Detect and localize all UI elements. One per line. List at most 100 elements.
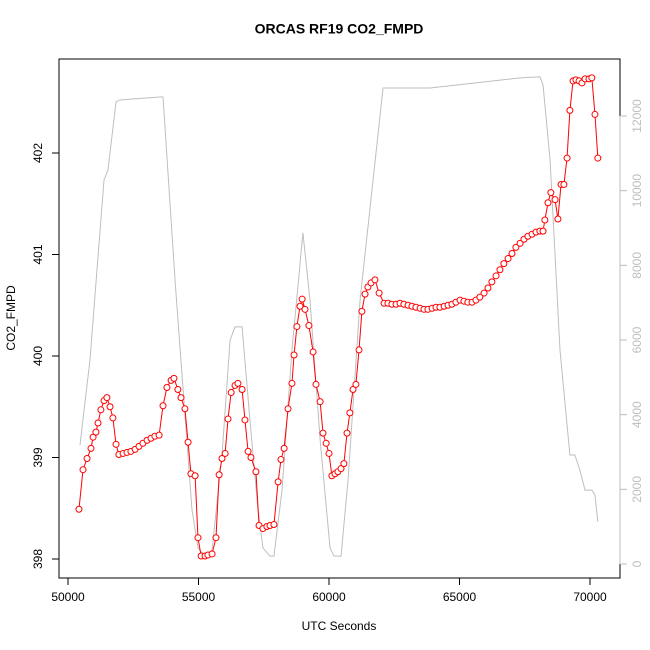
point [476,293,484,301]
point [508,249,516,257]
point [177,394,185,402]
point [358,307,366,315]
point [215,471,223,479]
point [322,439,330,447]
point [488,278,496,286]
point [512,243,520,251]
point [361,290,369,298]
point [551,196,559,204]
x-tick-label: 70000 [573,590,607,604]
point [588,74,596,82]
point [277,456,285,464]
point [484,284,492,292]
point [227,389,235,397]
point [181,405,189,413]
point [92,428,100,436]
point [496,266,504,274]
y-tick-label: 402 [31,143,45,163]
point [241,416,249,424]
point [212,534,220,542]
point [284,405,292,413]
y2-tick-label: 12000 [630,99,644,133]
point [109,414,117,422]
y2-tick-label: 8000 [630,252,644,279]
point [560,180,568,188]
point [492,272,500,280]
y-axis-label: CO2_FMPD [4,285,18,351]
chart-title: ORCAS RF19 CO2_FMPD [255,21,424,37]
point [305,322,313,330]
point [247,454,255,462]
point [288,379,296,387]
y-tick-label: 398 [31,549,45,569]
point [191,472,199,480]
point [270,521,278,529]
point [298,295,306,303]
point [325,449,333,457]
point [591,110,599,118]
y-tick-label: 399 [31,447,45,467]
point [170,374,178,382]
point [319,429,327,437]
point [89,433,97,441]
series-line [78,77,599,557]
point [504,255,512,263]
y2-tick-label: 4000 [630,401,644,428]
point [594,154,602,162]
y-tick-label: 401 [31,244,45,264]
point [94,419,102,427]
point [349,386,357,394]
y2-tick-label: 2000 [630,476,644,503]
y2-tick-label: 6000 [630,326,644,353]
point [174,386,182,394]
point [301,305,309,313]
point [547,189,555,197]
point [112,440,120,448]
point [224,415,232,423]
y2-tick-label: 0 [630,560,644,567]
point [280,444,288,452]
point [541,216,549,224]
point [234,379,242,387]
point [244,447,252,455]
point [97,406,105,414]
point [293,323,301,331]
point [163,383,171,391]
point [290,351,298,359]
point [312,380,320,388]
point [184,438,192,446]
point [343,429,351,437]
x-tick-label: 65000 [443,590,477,604]
point [106,403,114,411]
point [218,455,226,463]
point [274,478,282,486]
point [316,398,324,406]
point [238,386,246,394]
point [375,289,383,297]
point [103,394,111,402]
point [352,380,360,388]
series-line [79,76,599,557]
point [83,455,91,463]
point [194,534,202,542]
plot-box [58,58,621,579]
point [544,199,552,207]
point [340,460,348,468]
point [516,239,524,247]
point [75,505,83,513]
point [371,276,379,284]
point [159,402,167,410]
point [155,431,163,439]
point [355,346,363,354]
point [296,302,304,310]
y2-tick-label: 10000 [630,174,644,208]
point [563,154,571,162]
point [346,409,354,417]
point [79,466,87,474]
y-tick-label: 400 [31,346,45,366]
point [500,260,508,268]
point [337,465,345,473]
point [221,449,229,457]
point [554,215,562,223]
